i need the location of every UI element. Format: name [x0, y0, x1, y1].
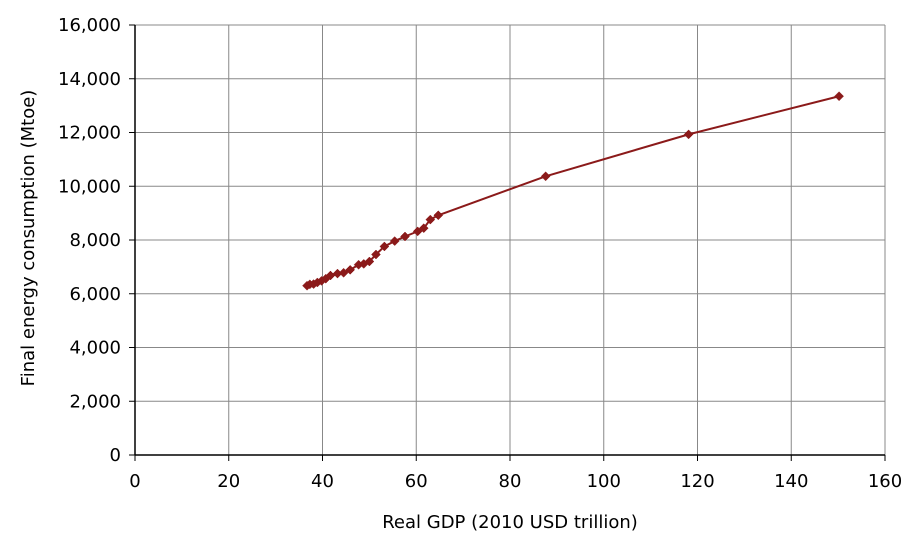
data-point-marker	[371, 249, 381, 260]
x-tick-label: 60	[405, 471, 428, 492]
y-tick-label: 2,000	[69, 391, 121, 412]
data-point-marker	[389, 236, 400, 246]
data-point-marker	[540, 171, 551, 182]
data-point-marker	[683, 129, 694, 140]
y-tick-label: 12,000	[58, 123, 121, 144]
y-tick-label: 10,000	[58, 176, 121, 197]
data-point-marker	[425, 214, 436, 225]
data-point-marker	[379, 241, 390, 252]
data-point-marker	[364, 256, 375, 267]
y-tick-label: 0	[110, 445, 121, 466]
data-point-marker	[433, 210, 444, 221]
y-tick-label: 8,000	[69, 230, 121, 251]
tick-labels: 0 20 40 60 80 100 120 140 160 0 2,000 4,000 6,000 8,0…	[58, 15, 902, 492]
markers-layer	[302, 91, 844, 291]
x-tick-label: 140	[774, 471, 808, 492]
y-tick-label: 16,000	[58, 15, 121, 36]
y-tick-label: 6,000	[69, 284, 121, 305]
x-tick-label: 40	[311, 471, 334, 492]
data-point-marker	[418, 223, 429, 234]
data-point-marker	[400, 231, 410, 242]
x-tick-label: 20	[217, 471, 240, 492]
x-tick-label: 80	[499, 471, 522, 492]
data-point-marker	[345, 264, 356, 275]
y-tick-label: 14,000	[58, 69, 121, 90]
y-tick-label: 4,000	[69, 338, 121, 359]
data-point-marker	[338, 267, 349, 278]
x-tick-label: 120	[680, 471, 714, 492]
series-line	[306, 95, 840, 287]
grid	[134, 24, 886, 456]
x-tick-label: 160	[868, 471, 902, 492]
data-point-marker	[834, 91, 844, 102]
axes	[129, 24, 886, 461]
x-axis-label: Real GDP (2010 USD trillion)	[382, 512, 638, 533]
x-tick-label: 0	[129, 471, 140, 492]
x-tick-label: 100	[587, 471, 621, 492]
y-axis-label: Final energy consumption (Mtoe)	[18, 90, 39, 387]
series-layer	[306, 95, 840, 287]
